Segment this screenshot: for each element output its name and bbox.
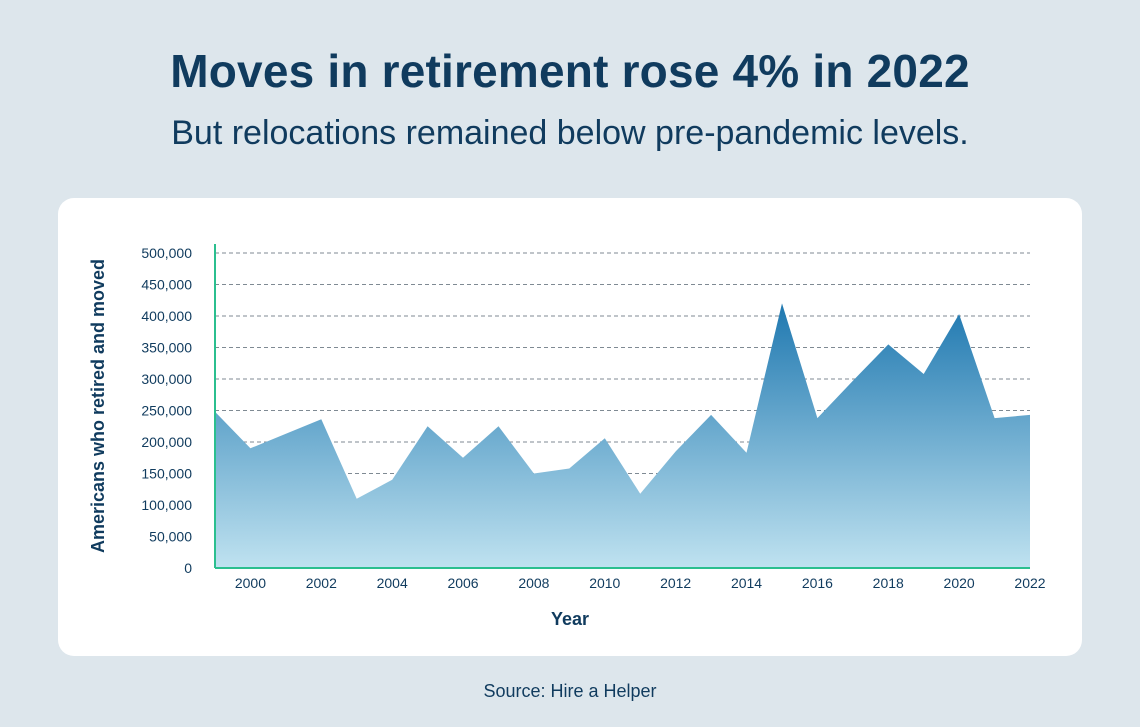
y-tick-label: 150,000 <box>141 466 192 482</box>
y-tick-label: 300,000 <box>141 371 192 387</box>
x-tick-label: 2008 <box>518 575 549 591</box>
y-tick-label: 450,000 <box>141 277 192 293</box>
x-tick-label: 2004 <box>377 575 408 591</box>
y-tick-label: 350,000 <box>141 340 192 356</box>
x-tick-label: 2016 <box>802 575 833 591</box>
chart-subtitle: But relocations remained below pre-pande… <box>171 114 969 152</box>
chart-title: Moves in retirement rose 4% in 2022 <box>170 45 970 97</box>
y-tick-label: 200,000 <box>141 434 192 450</box>
y-axis-title: Americans who retired and moved <box>88 259 108 553</box>
x-tick-label: 2006 <box>447 575 478 591</box>
x-tick-label: 2010 <box>589 575 620 591</box>
x-axis-title: Year <box>551 609 589 629</box>
x-tick-label: 2000 <box>235 575 266 591</box>
y-tick-label: 400,000 <box>141 308 192 324</box>
x-tick-label: 2014 <box>731 575 762 591</box>
x-tick-label: 2018 <box>873 575 904 591</box>
x-tick-label: 2020 <box>944 575 975 591</box>
area-series-retired-movers <box>215 303 1030 568</box>
y-tick-label: 250,000 <box>141 403 192 419</box>
y-tick-label: 100,000 <box>141 497 192 513</box>
x-tick-label: 2012 <box>660 575 691 591</box>
x-tick-label: 2022 <box>1014 575 1045 591</box>
source-note: Source: Hire a Helper <box>483 681 657 701</box>
y-tick-label: 50,000 <box>149 529 192 545</box>
y-tick-label: 0 <box>184 560 192 576</box>
area-chart: 0 50,000 100,000 150,000 200,000 250,000 300,0… <box>88 244 1046 629</box>
chart-card: 0 50,000 100,000 150,000 200,000 250,000 300,0… <box>58 198 1082 656</box>
x-tick-label: 2002 <box>306 575 337 591</box>
y-tick-label: 500,000 <box>141 245 192 261</box>
